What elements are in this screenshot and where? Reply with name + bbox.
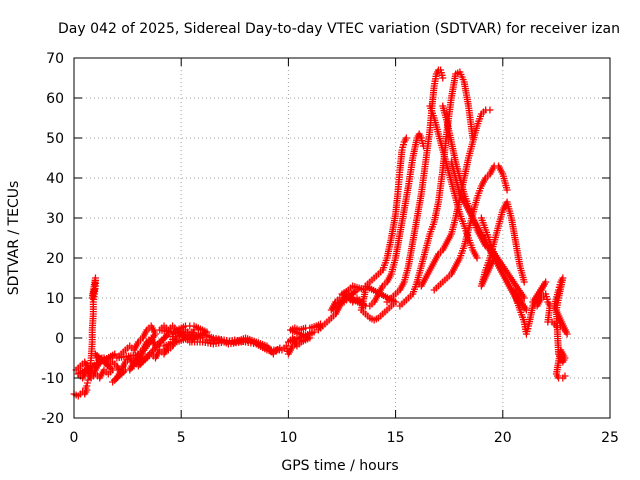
data-point xyxy=(473,254,481,262)
x-tick-label: 0 xyxy=(70,430,79,446)
y-axis-label: SDTVAR / TECUs xyxy=(6,181,22,296)
grid-lines xyxy=(74,58,610,418)
data-point xyxy=(486,106,494,114)
data-point xyxy=(503,186,511,194)
y-tick-label: -10 xyxy=(41,371,64,387)
y-tick-label: 20 xyxy=(46,251,64,267)
y-tick-label: 10 xyxy=(46,291,64,307)
x-tick-label: 5 xyxy=(177,430,186,446)
y-tick-label: 0 xyxy=(55,331,64,347)
data-point xyxy=(520,278,528,286)
x-tick-label: 15 xyxy=(387,430,405,446)
y-tick-label: 70 xyxy=(46,51,64,67)
x-axis-label: GPS time / hours xyxy=(281,458,398,474)
y-tick-label: 30 xyxy=(46,211,64,227)
x-tick-label: 25 xyxy=(601,430,619,446)
data-series xyxy=(70,66,571,400)
data-point xyxy=(315,323,323,331)
chart-title: Day 042 of 2025, Sidereal Day-to-day VTE… xyxy=(58,21,620,37)
data-point xyxy=(439,74,447,82)
y-tick-label: 50 xyxy=(46,131,64,147)
y-tick-label: 40 xyxy=(46,171,64,187)
plot-frame xyxy=(73,57,611,419)
data-point xyxy=(90,286,98,294)
data-point xyxy=(402,134,410,142)
x-tick-label: 20 xyxy=(494,430,512,446)
x-tick-label: 10 xyxy=(279,430,297,446)
axis-ticks: 0 5 10 15 20 25 -20 -10 0 10 20 30 40 50 60 70 xyxy=(41,51,619,446)
y-tick-label: -20 xyxy=(41,411,64,427)
data-point xyxy=(561,372,569,380)
y-tick-label: 60 xyxy=(46,91,64,107)
